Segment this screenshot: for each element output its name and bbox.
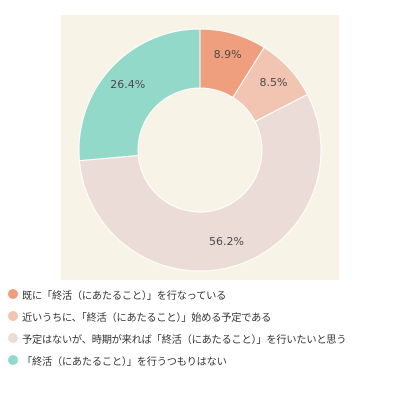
legend-label-2: 近いうちに、「終活（にあたること）」始める予定である [22, 312, 272, 324]
donut-chart: 8.9% 8.5% 56.2% 26.4% [78, 28, 322, 272]
legend-swatch-2 [8, 311, 18, 321]
legend-label-1: 既に「終活（にあたること）」を行なっている [22, 290, 227, 302]
legend-swatch-4 [8, 355, 18, 365]
donut-slice-3 [78, 93, 322, 272]
slice-value-label-1: 8.9% [214, 48, 242, 61]
donut-slice-labels: 8.9% 8.5% 56.2% 26.4% [110, 48, 287, 248]
legend-swatch-3 [8, 333, 18, 343]
legend-label-4: 「終活（にあたること）」を行うつもりはない [22, 356, 227, 368]
legend-swatch-1 [8, 289, 18, 299]
donut-slices [78, 28, 322, 272]
legend-item-3: 予定はないが、時期が来れば「終活（にあたること）」を行いたいと思う [8, 327, 396, 349]
legend-item-4: 「終活（にあたること）」を行うつもりはない [8, 349, 396, 371]
donut-slice-4 [78, 28, 201, 162]
legend-item-1: 既に「終活（にあたること）」を行なっている [8, 283, 396, 305]
slice-value-label-3: 56.2% [209, 235, 244, 248]
slice-value-label-4: 26.4% [110, 78, 145, 91]
legend-item-2: 近いうちに、「終活（にあたること）」始める予定である [8, 305, 396, 327]
chart-legend: 既に「終活（にあたること）」を行なっている近いうちに、「終活（にあたること）」始… [8, 283, 396, 371]
legend-label-3: 予定はないが、時期が来れば「終活（にあたること）」を行いたいと思う [22, 334, 347, 346]
slice-value-label-2: 8.5% [260, 76, 288, 89]
